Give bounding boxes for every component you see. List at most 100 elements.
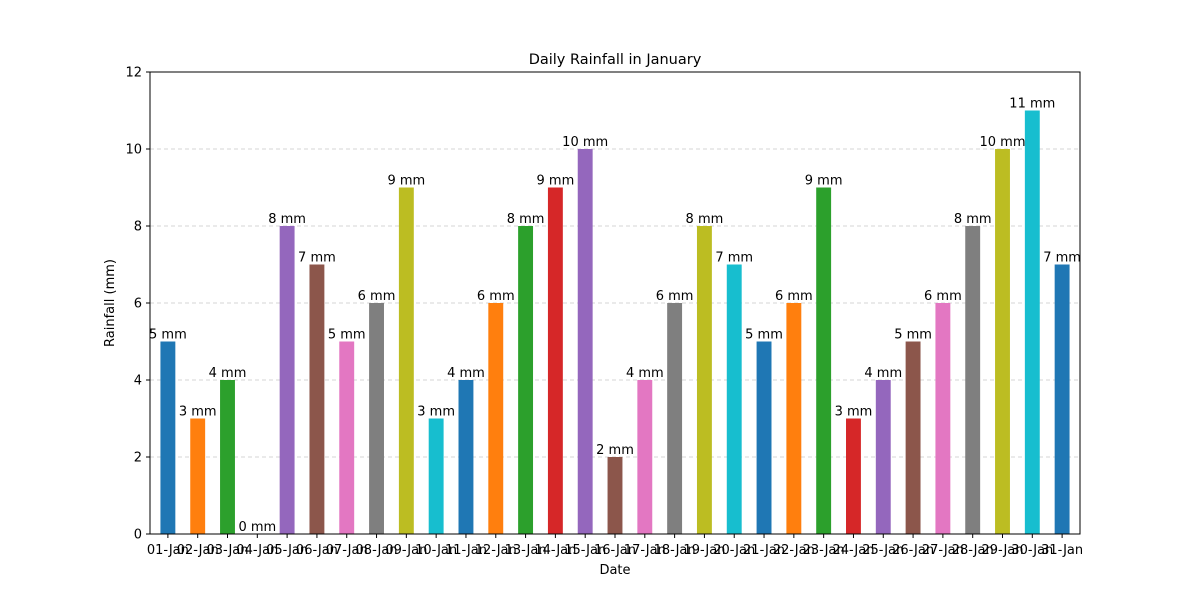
data-label: 8 mm	[954, 212, 992, 227]
y-tick-label: 0	[134, 528, 142, 543]
bar-17-Jan	[637, 380, 653, 534]
data-label: 5 mm	[328, 328, 366, 343]
data-label: 9 mm	[805, 174, 843, 189]
data-label: 6 mm	[775, 289, 813, 304]
x-tick-label: 31-Jan	[1041, 543, 1083, 558]
data-label: 10 mm	[562, 135, 608, 150]
data-label: 5 mm	[894, 328, 932, 343]
data-label: 8 mm	[507, 212, 545, 227]
data-label: 7 mm	[715, 251, 753, 266]
bar-27-Jan	[935, 303, 951, 534]
x-tick-label: 04-Jan	[236, 543, 278, 558]
x-tick-label: 07-Jan	[326, 543, 368, 558]
data-label: 2 mm	[596, 443, 634, 458]
bar-18-Jan	[667, 303, 683, 534]
x-tick-label: 26-Jan	[892, 543, 934, 558]
x-tick-label: 14-Jan	[534, 543, 576, 558]
x-tick-label: 09-Jan	[385, 543, 427, 558]
bar-11-Jan	[458, 380, 474, 534]
data-label: 5 mm	[745, 328, 783, 343]
y-tick-label: 4	[134, 374, 142, 389]
bar-09-Jan	[398, 187, 414, 534]
data-label: 5 mm	[149, 328, 187, 343]
x-tick-label: 03-Jan	[207, 543, 249, 558]
x-tick-label: 06-Jan	[296, 543, 338, 558]
x-tick-label: 02-Jan	[177, 543, 219, 558]
x-tick-label: 05-Jan	[266, 543, 308, 558]
bar-29-Jan	[995, 149, 1010, 534]
x-tick-label: 29-Jan	[982, 543, 1024, 558]
bar-23-Jan	[816, 187, 832, 534]
data-label: 10 mm	[979, 135, 1025, 150]
data-label: 0 mm	[238, 520, 276, 535]
y-tick-label: 12	[125, 66, 142, 81]
x-tick-label: 25-Jan	[862, 543, 904, 558]
data-label: 9 mm	[387, 174, 425, 189]
bar-31-Jan	[1054, 264, 1070, 534]
x-tick-label: 15-Jan	[564, 543, 606, 558]
x-tick-label: 10-Jan	[415, 543, 457, 558]
x-tick-label: 08-Jan	[356, 543, 398, 558]
x-tick-label: 12-Jan	[475, 543, 517, 558]
chart-title: Daily Rainfall in January	[529, 52, 702, 68]
y-tick-label: 8	[134, 220, 142, 235]
data-label: 8 mm	[686, 212, 724, 227]
bar-13-Jan	[518, 226, 534, 534]
data-label: 11 mm	[1009, 97, 1055, 112]
y-tick-label: 6	[134, 297, 142, 312]
x-tick-label: 24-Jan	[832, 543, 874, 558]
x-tick-label: 19-Jan	[683, 543, 725, 558]
data-label: 3 mm	[417, 405, 455, 420]
bar-22-Jan	[786, 303, 802, 534]
x-tick-label: 21-Jan	[743, 543, 785, 558]
bar-30-Jan	[1024, 110, 1040, 534]
bar-24-Jan	[846, 418, 861, 534]
data-labels: 5 mm 3 mm 4 mm 0 mm 8 mm 7 mm 5 mm 6 mm 9 mm 3 mm…	[149, 97, 1081, 536]
bar-16-Jan	[607, 457, 623, 534]
bar-06-Jan	[309, 264, 325, 534]
x-axis-label: Date	[599, 563, 630, 578]
x-tick-label: 23-Jan	[803, 543, 845, 558]
x-tick-label: 28-Jan	[952, 543, 994, 558]
bar-07-Jan	[339, 341, 355, 534]
data-label: 7 mm	[298, 251, 336, 266]
bar-25-Jan	[875, 380, 891, 534]
x-tick-label: 27-Jan	[922, 543, 964, 558]
bars	[160, 110, 1070, 534]
bar-20-Jan	[726, 264, 742, 534]
bar-28-Jan	[965, 226, 981, 534]
bar-08-Jan	[369, 303, 384, 534]
x-tick-label: 30-Jan	[1011, 543, 1053, 558]
bar-05-Jan	[279, 226, 295, 534]
bar-21-Jan	[756, 341, 772, 534]
x-tick-label: 13-Jan	[505, 543, 547, 558]
data-label: 6 mm	[358, 289, 396, 304]
data-label: 8 mm	[268, 212, 306, 227]
x-tick-label: 01-Jan	[147, 543, 189, 558]
x-tick-label: 20-Jan	[713, 543, 755, 558]
bar-14-Jan	[547, 187, 563, 534]
data-label: 6 mm	[656, 289, 694, 304]
bar-15-Jan	[577, 149, 593, 534]
data-label: 4 mm	[864, 366, 902, 381]
data-label: 7 mm	[1043, 251, 1081, 266]
y-axis-label: Rainfall (mm)	[103, 259, 118, 347]
data-label: 3 mm	[179, 405, 217, 420]
bar-19-Jan	[696, 226, 712, 534]
data-label: 9 mm	[537, 174, 575, 189]
x-tick-label: 16-Jan	[594, 543, 636, 558]
x-tick-label: 17-Jan	[624, 543, 666, 558]
data-label: 3 mm	[835, 405, 873, 420]
y-tick-label: 10	[125, 143, 142, 158]
x-axis-ticks: 01-Jan02-Jan03-Jan04-Jan05-Jan06-Jan07-J…	[147, 534, 1083, 558]
bar-26-Jan	[905, 341, 921, 534]
bar-01-Jan	[160, 341, 176, 534]
data-label: 4 mm	[209, 366, 247, 381]
bar-12-Jan	[488, 303, 504, 534]
data-label: 4 mm	[447, 366, 485, 381]
data-label: 6 mm	[924, 289, 962, 304]
bar-02-Jan	[190, 418, 206, 534]
x-tick-label: 11-Jan	[445, 543, 487, 558]
